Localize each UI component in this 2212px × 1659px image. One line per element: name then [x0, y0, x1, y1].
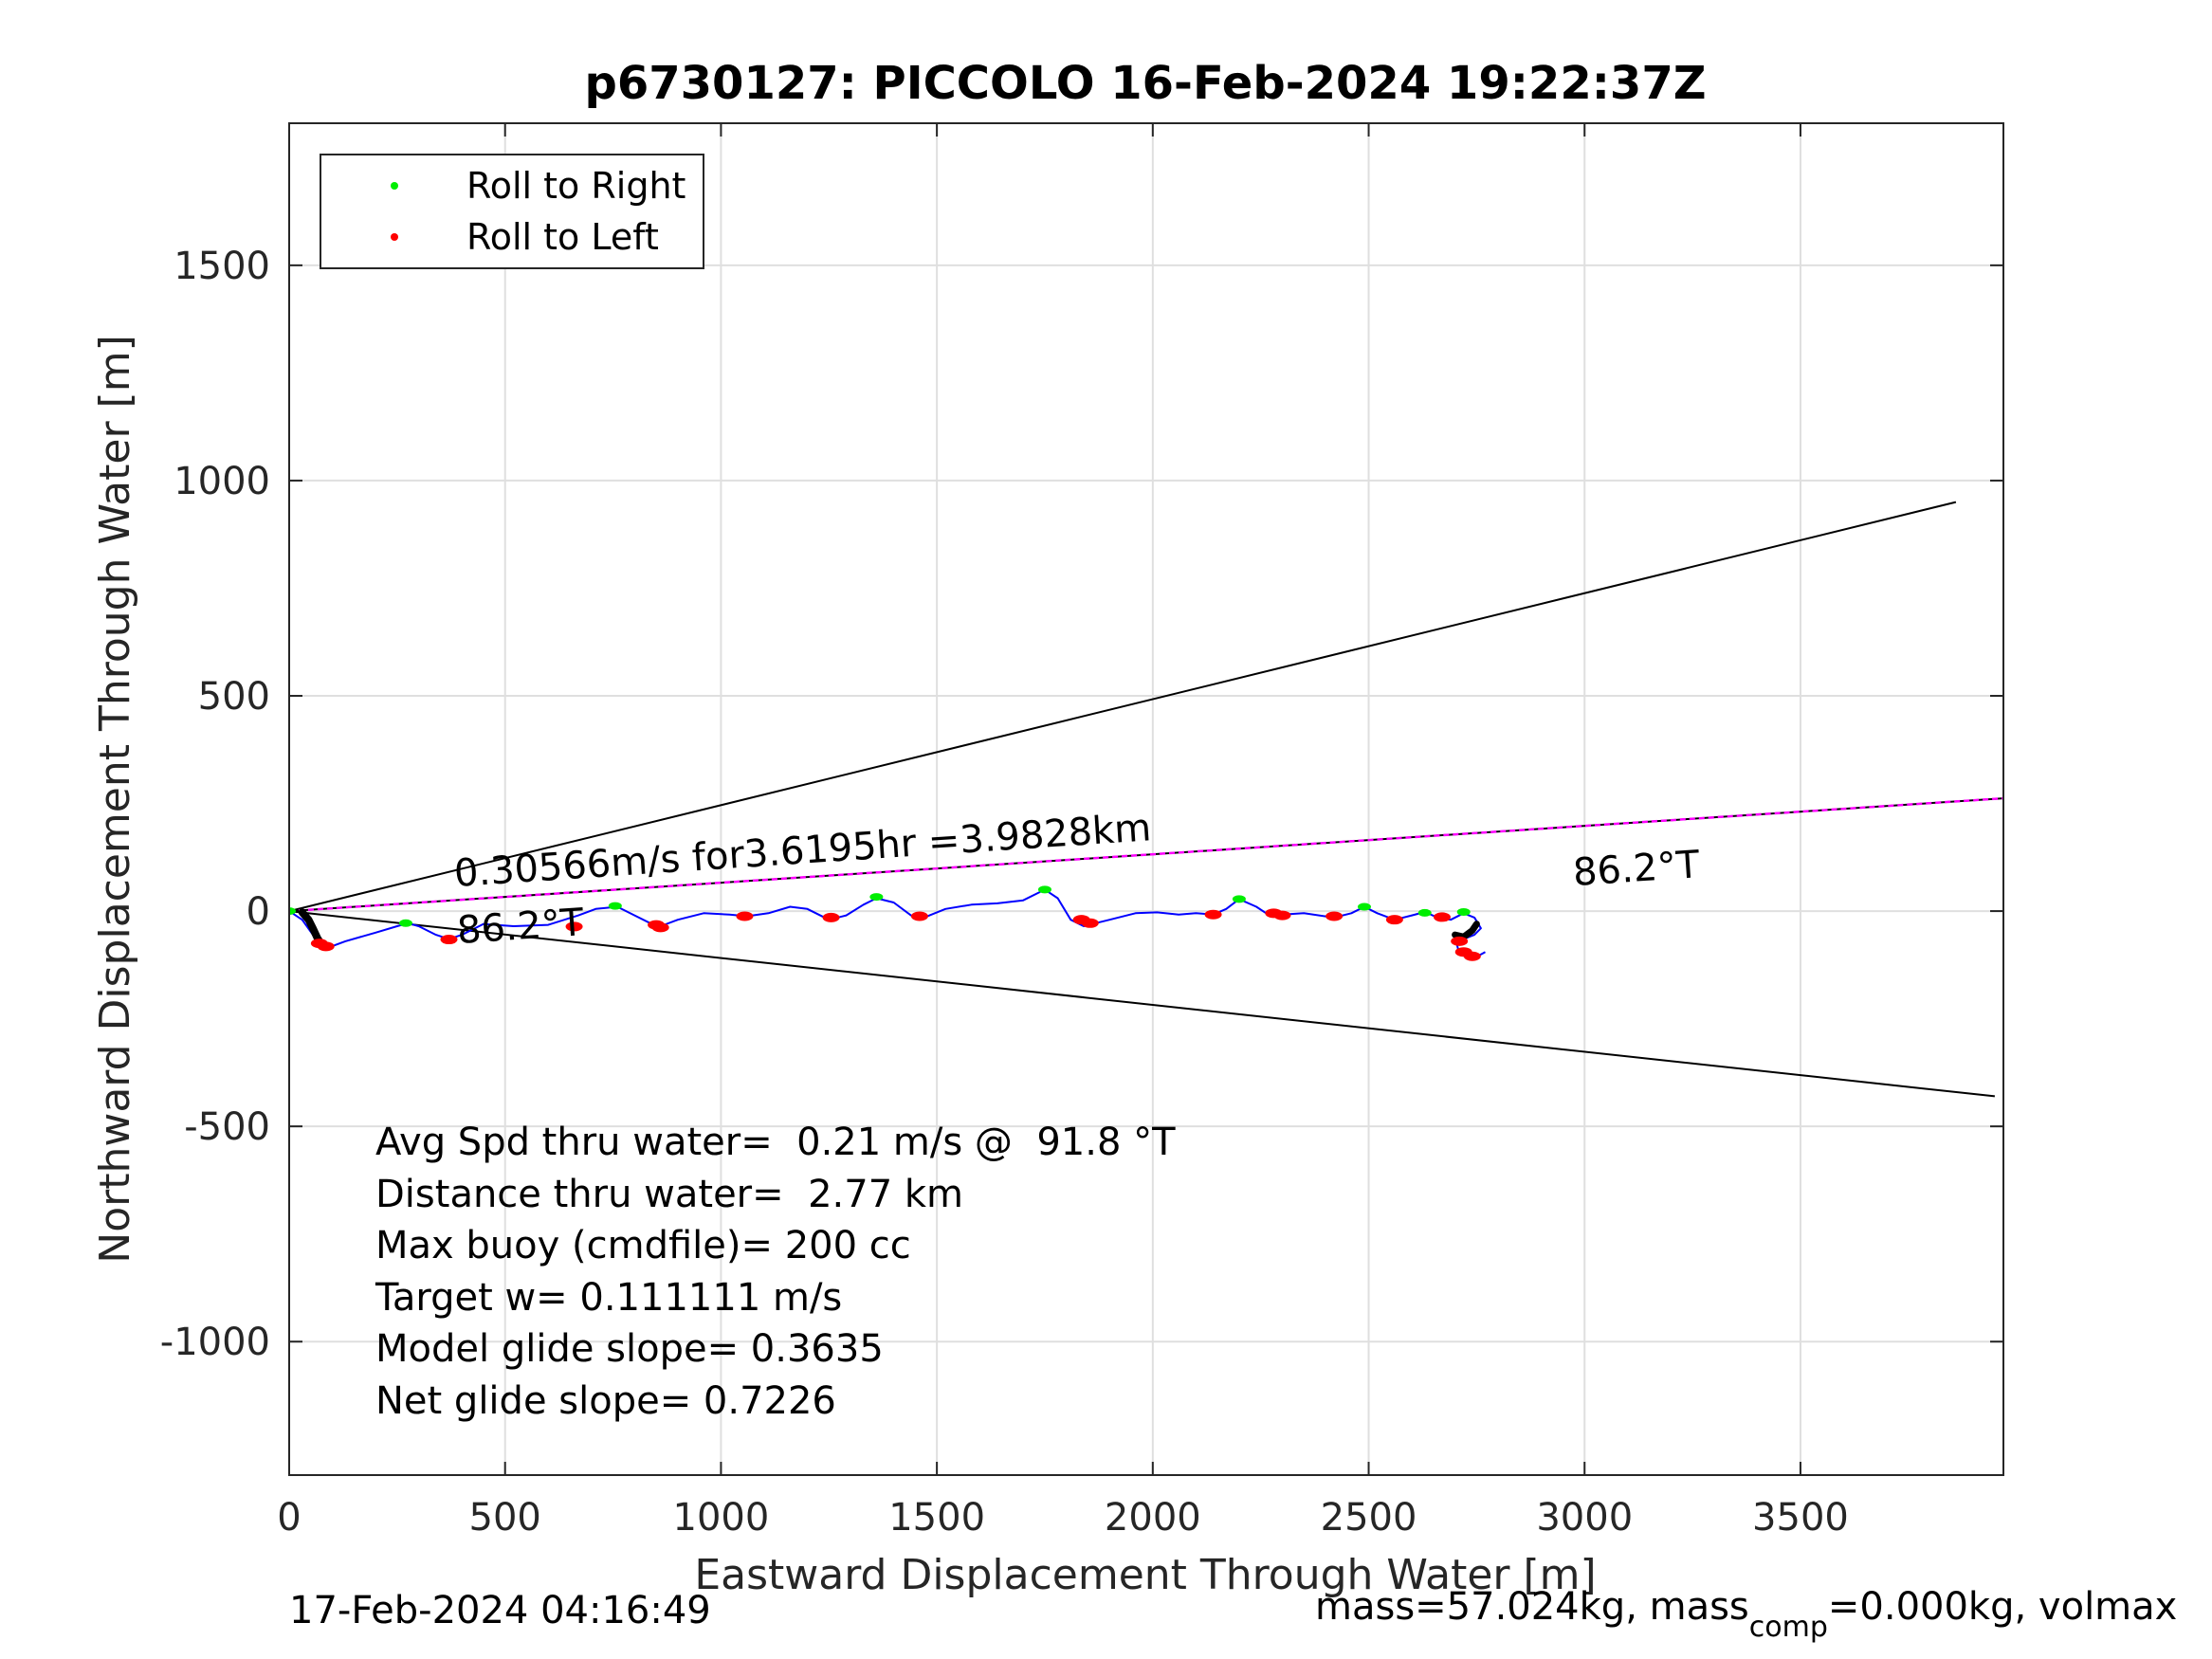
thick-track-segment-end: [1452, 921, 1480, 941]
legend: Roll to Right Roll to Left: [320, 154, 704, 269]
footer-mass-prefix: mass=57.024kg, mass: [1315, 1585, 1749, 1629]
stat-distance: Distance thru water= 2.77 km: [375, 1173, 963, 1216]
plot-area: [289, 123, 2003, 1475]
heading-annotation-near: 86.2°T: [456, 901, 586, 953]
roll-left-point: [317, 941, 335, 952]
bearing-line: [289, 796, 2003, 913]
x-tick-label: 3000: [1536, 1496, 1633, 1540]
legend-swatch-roll-left: [391, 233, 398, 241]
footer-mass-suffix: =0.000kg, volmax: [1828, 1585, 2177, 1629]
cone-lower-line: [289, 910, 1996, 1098]
roll-left-point: [651, 922, 669, 933]
roll-right-point: [608, 902, 622, 910]
chart-title: p6730127: PICCOLO 16-Feb-2024 19:22:37Z: [584, 57, 1706, 110]
roll-right-point: [1417, 908, 1432, 917]
roll-left-point: [565, 921, 583, 932]
roll-right-point: [1456, 907, 1471, 916]
roll-left-point: [822, 912, 840, 922]
heading-annotation-far: 86.2°T: [1572, 843, 1702, 895]
roll-left-point: [1273, 910, 1291, 921]
stat-net-glide: Net glide slope= 0.7226: [375, 1379, 836, 1423]
roll-right-point: [1232, 895, 1246, 903]
footer-mass: mass=57.024kg, masscomp=0.000kg, volmax: [1315, 1585, 2177, 1644]
roll-left-point: [1204, 909, 1222, 920]
roll-left-point: [1433, 912, 1451, 922]
plot-content: [289, 501, 2003, 1098]
roll-right-point: [1357, 902, 1371, 911]
legend-swatch-roll-right: [391, 182, 398, 190]
plot-frame: [288, 122, 2004, 1476]
x-tick-label: 2500: [1321, 1496, 1417, 1540]
roll-left-point: [1451, 936, 1469, 946]
y-tick-label: 1500: [174, 245, 270, 288]
y-tick-label: 1000: [174, 460, 270, 503]
legend-label-roll-right: Roll to Right: [466, 165, 686, 207]
y-tick-label: 500: [198, 675, 270, 719]
cone-upper-line: [289, 501, 1957, 913]
roll-left-point: [736, 911, 754, 921]
glider-track-line: [289, 888, 1486, 959]
x-tick-label: 1000: [673, 1496, 770, 1540]
stat-avg-speed: Avg Spd thru water= 0.21 m/s @ 91.8 °T: [375, 1121, 1176, 1164]
roll-right-point: [398, 919, 412, 927]
roll-left-point: [1325, 911, 1344, 921]
roll-right-point: [289, 907, 296, 916]
y-tick-label: -500: [184, 1105, 270, 1149]
y-tick-label: -1000: [160, 1321, 270, 1364]
y-tick-label: 0: [247, 890, 270, 934]
roll-left-point: [1385, 915, 1403, 925]
legend-label-roll-left: Roll to Left: [466, 216, 659, 258]
legend-box: [320, 154, 704, 269]
x-tick-label: 1500: [888, 1496, 985, 1540]
x-tick-labels: 0 500 1000 1500 2000 2500 3000 3500: [277, 1496, 1849, 1540]
footer-timestamp: 17-Feb-2024 04:16:49: [289, 1589, 711, 1632]
stat-target-w: Target w= 0.111111 m/s: [375, 1276, 842, 1320]
stat-model-glide: Model glide slope= 0.3635: [375, 1327, 884, 1371]
roll-left-point: [1463, 951, 1481, 961]
roll-left-point: [910, 911, 928, 921]
x-tick-label: 0: [277, 1496, 301, 1540]
reference-lines: [289, 501, 2003, 1098]
roll-right-point: [1037, 885, 1051, 894]
footer-mass-subscript: comp: [1749, 1611, 1828, 1644]
roll-right-point: [869, 893, 884, 902]
x-tick-label: 2000: [1105, 1496, 1201, 1540]
x-tick-label: 3500: [1752, 1496, 1849, 1540]
roll-markers: [289, 885, 1481, 961]
x-tick-label: 500: [469, 1496, 541, 1540]
roll-left-point: [1081, 918, 1099, 928]
stats-block: Avg Spd thru water= 0.21 m/s @ 91.8 °T D…: [375, 1121, 1176, 1423]
roll-left-point: [440, 935, 458, 945]
stat-max-buoy: Max buoy (cmdfile)= 200 cc: [375, 1224, 911, 1267]
y-axis-label: Northward Displacement Through Water [m]: [91, 335, 139, 1263]
x-axis-label: Eastward Displacement Through Water [m]: [694, 1551, 1596, 1599]
y-tick-labels: 1500 1000 500 0 -500 -1000: [160, 245, 270, 1364]
